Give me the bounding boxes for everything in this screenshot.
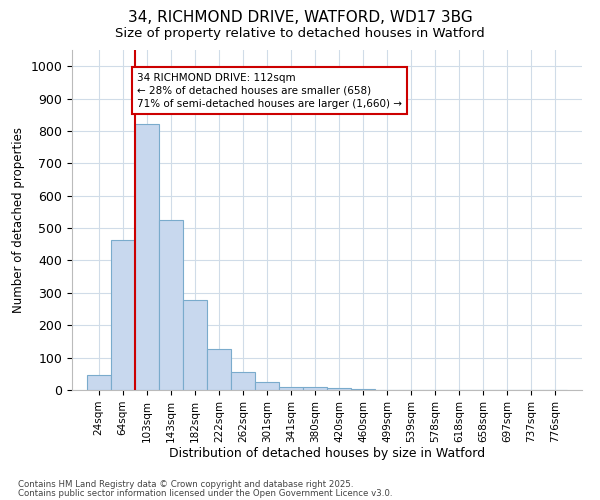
Text: Size of property relative to detached houses in Watford: Size of property relative to detached ho… [115, 28, 485, 40]
Bar [279, 387, 303, 390]
Text: Contains public sector information licensed under the Open Government Licence v3: Contains public sector information licen… [18, 488, 392, 498]
Bar [303, 387, 327, 390]
Text: 34, RICHMOND DRIVE, WATFORD, WD17 3BG: 34, RICHMOND DRIVE, WATFORD, WD17 3BG [128, 10, 472, 25]
Bar [327, 388, 351, 390]
Bar [207, 349, 231, 390]
Text: 34 RICHMOND DRIVE: 112sqm
← 28% of detached houses are smaller (658)
71% of semi: 34 RICHMOND DRIVE: 112sqm ← 28% of detac… [137, 72, 402, 109]
Bar [182, 300, 207, 390]
X-axis label: Distribution of detached houses by size in Watford: Distribution of detached houses by size … [169, 448, 485, 460]
Bar [255, 382, 279, 390]
Bar [111, 240, 134, 390]
Bar [231, 372, 255, 390]
Text: Contains HM Land Registry data © Crown copyright and database right 2025.: Contains HM Land Registry data © Crown c… [18, 480, 353, 489]
Y-axis label: Number of detached properties: Number of detached properties [12, 127, 25, 313]
Bar [134, 124, 159, 390]
Bar [86, 375, 111, 390]
Bar [159, 220, 182, 390]
